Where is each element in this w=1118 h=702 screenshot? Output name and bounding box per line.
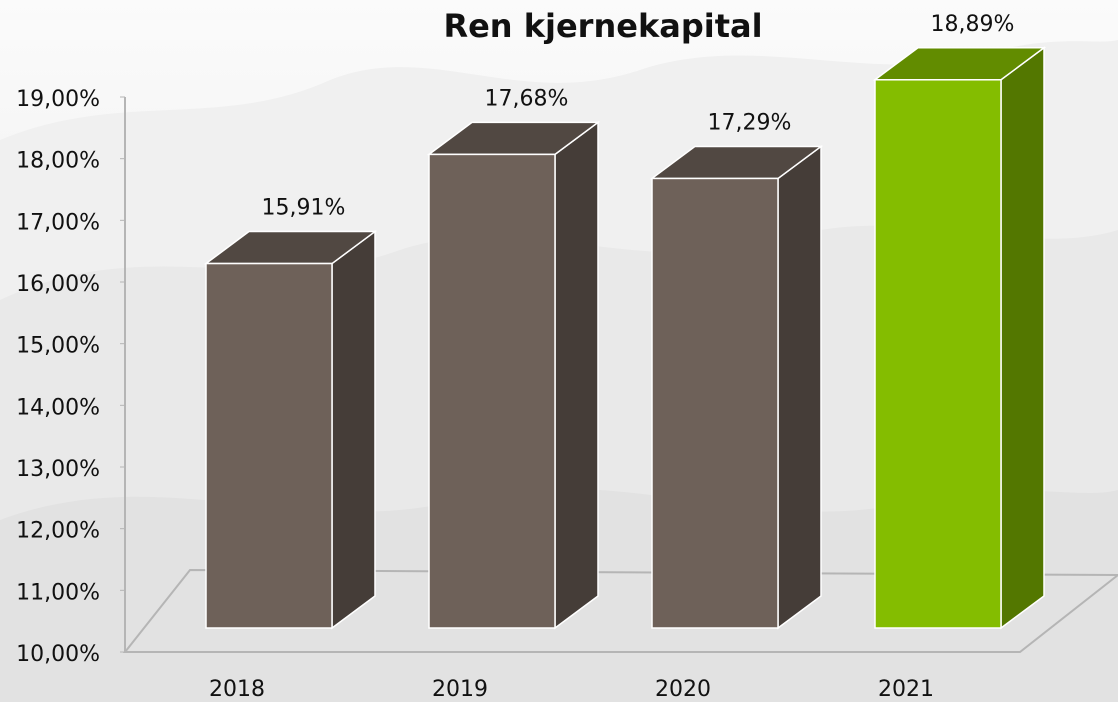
y-tick-label: 19,00% xyxy=(16,87,100,112)
bar-side xyxy=(554,120,599,630)
floor xyxy=(122,568,1118,653)
data-label: 15,91% xyxy=(262,196,346,221)
y-tick-label: 10,00% xyxy=(16,642,100,667)
y-tick-label: 17,00% xyxy=(16,210,100,235)
data-label: 17,29% xyxy=(708,110,792,135)
bar xyxy=(651,177,779,629)
chart-title: Ren kjernekapital xyxy=(443,7,762,45)
bar xyxy=(205,262,333,629)
x-tick-label: 2018 xyxy=(209,677,265,702)
bar-side xyxy=(1000,46,1045,630)
y-tick-label: 15,00% xyxy=(16,334,100,359)
x-tick-label: 2021 xyxy=(878,677,934,702)
y-tick-label: 18,00% xyxy=(16,149,100,174)
y-tick-label: 13,00% xyxy=(16,457,100,482)
bar xyxy=(428,153,556,629)
data-label: 17,68% xyxy=(485,86,569,111)
x-tick-label: 2020 xyxy=(655,677,711,702)
data-label: 18,89% xyxy=(931,12,1015,37)
y-tick-label: 11,00% xyxy=(16,580,100,605)
y-tick-label: 14,00% xyxy=(16,395,100,420)
y-tick-label: 16,00% xyxy=(16,272,100,297)
y-tick-label: 12,00% xyxy=(16,519,100,544)
bar xyxy=(874,79,1002,629)
bar-side xyxy=(777,144,822,630)
bar-side xyxy=(331,230,376,630)
x-tick-label: 2019 xyxy=(432,677,488,702)
